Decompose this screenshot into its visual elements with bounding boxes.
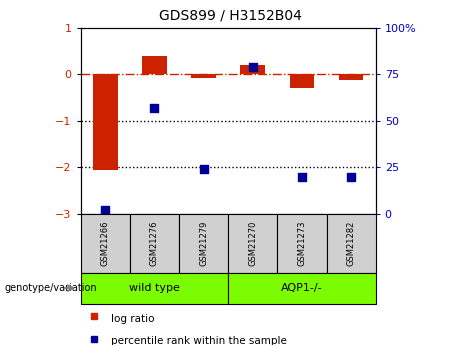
Text: GDS899 / H3152B04: GDS899 / H3152B04	[159, 9, 302, 23]
Point	[200, 166, 207, 172]
Bar	[241, 65, 265, 74]
Point	[151, 105, 158, 110]
Text: percentile rank within the sample: percentile rank within the sample	[111, 336, 287, 345]
Point	[249, 64, 256, 69]
Text: GSM21279: GSM21279	[199, 220, 208, 266]
Text: GSM21282: GSM21282	[347, 220, 355, 266]
Text: log ratio: log ratio	[111, 314, 154, 324]
Bar	[339, 74, 363, 80]
Text: GSM21266: GSM21266	[101, 220, 110, 266]
Bar	[290, 74, 314, 88]
Text: GSM21276: GSM21276	[150, 220, 159, 266]
Text: GSM21273: GSM21273	[297, 220, 307, 266]
Text: AQP1-/-: AQP1-/-	[281, 283, 323, 293]
Point	[101, 207, 109, 213]
Point	[348, 174, 355, 179]
Text: genotype/variation: genotype/variation	[5, 283, 97, 293]
Text: GSM21270: GSM21270	[248, 220, 257, 266]
Point	[298, 174, 306, 179]
Text: wild type: wild type	[129, 283, 180, 293]
Bar	[93, 74, 118, 170]
Bar	[191, 74, 216, 78]
Bar	[142, 57, 167, 74]
